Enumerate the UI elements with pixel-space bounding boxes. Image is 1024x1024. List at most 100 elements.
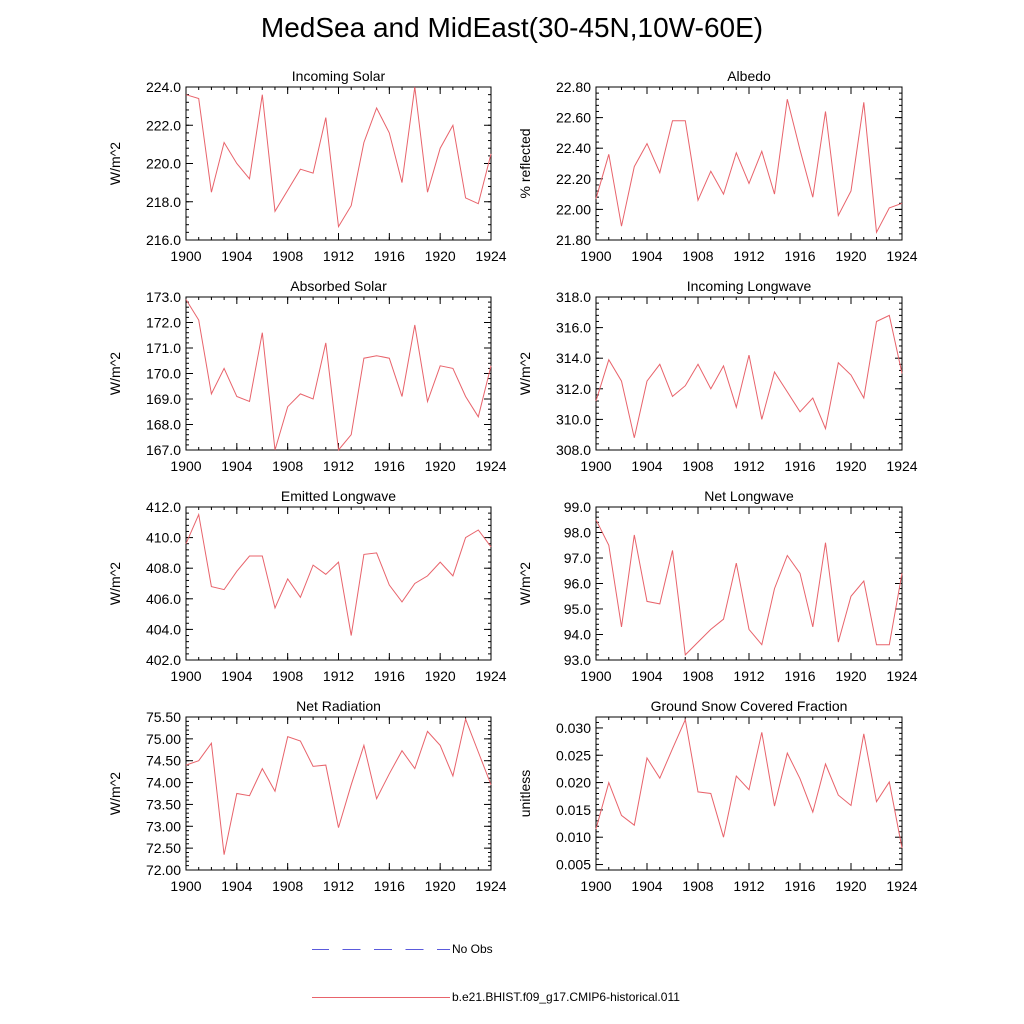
x-tick-label: 1912	[733, 668, 764, 684]
x-tick-label: 1920	[835, 878, 866, 894]
series-line	[185, 512, 492, 636]
panel-4: Incoming Longwave W/m^2 1900 1904 1908 1912 19…	[517, 278, 918, 474]
x-tick-label: 1904	[221, 248, 252, 264]
x-tick-label: 1916	[784, 878, 815, 894]
y-tick-label: 73.00	[146, 818, 181, 834]
x-tick-label: 1908	[682, 668, 713, 684]
plot-frame	[595, 86, 903, 241]
x-tick-label: 1924	[475, 878, 506, 894]
x-tick-label: 1900	[170, 248, 201, 264]
y-tick-label: 21.80	[556, 232, 591, 248]
series-line	[185, 717, 492, 855]
x-tick-label: 1916	[784, 668, 815, 684]
y-tick-label: 98.0	[564, 525, 591, 541]
y-axis-label: W/m^2	[107, 772, 123, 815]
plot-frame	[595, 506, 903, 661]
y-tick-label: 171.0	[146, 340, 181, 356]
x-tick-label: 1924	[886, 878, 917, 894]
x-tick-label: 1908	[682, 878, 713, 894]
y-tick-label: 0.025	[556, 747, 591, 763]
y-tick-label: 224.0	[146, 79, 181, 95]
x-tick-label: 1908	[272, 878, 303, 894]
y-tick-label: 0.005	[556, 857, 591, 873]
panel-title: Albedo	[727, 68, 771, 84]
y-tick-label: 218.0	[146, 194, 181, 210]
x-tick-label: 1924	[886, 668, 917, 684]
x-tick-label: 1900	[580, 248, 611, 264]
legend-label-obs: No Obs	[452, 942, 493, 956]
x-tick-label: 1920	[425, 878, 456, 894]
panel-title: Incoming Longwave	[687, 278, 812, 294]
y-tick-label: 168.0	[146, 417, 181, 433]
y-tick-label: 169.0	[146, 391, 181, 407]
y-tick-label: 406.0	[146, 591, 181, 607]
y-tick-label: 97.0	[564, 550, 591, 566]
y-axis-label: W/m^2	[107, 142, 123, 185]
x-tick-label: 1916	[374, 458, 405, 474]
page-title: MedSea and MidEast(30-45N,10W-60E)	[260, 12, 764, 43]
x-tick-label: 1916	[784, 248, 815, 264]
y-tick-label: 22.60	[556, 110, 591, 126]
y-tick-label: 96.0	[564, 576, 591, 592]
y-axis-label: W/m^2	[107, 562, 123, 605]
x-tick-label: 1920	[425, 248, 456, 264]
x-tick-label: 1904	[631, 248, 662, 264]
panel-6: Net Longwave W/m^2 1900 1904 1908 1912 1916 192…	[517, 488, 918, 684]
x-tick-label: 1920	[835, 668, 866, 684]
series-line	[185, 86, 492, 229]
x-tick-label: 1916	[374, 248, 405, 264]
y-tick-label: 312.0	[556, 381, 591, 397]
x-tick-label: 1908	[682, 458, 713, 474]
y-tick-label: 73.50	[146, 796, 181, 812]
series-line	[595, 314, 903, 438]
y-tick-label: 0.010	[556, 829, 591, 845]
x-tick-label: 1904	[221, 878, 252, 894]
y-tick-label: 22.80	[556, 79, 591, 95]
x-tick-label: 1912	[323, 878, 354, 894]
x-tick-label: 1912	[323, 668, 354, 684]
x-tick-label: 1904	[631, 458, 662, 474]
x-tick-label: 1900	[170, 668, 201, 684]
x-tick-label: 1900	[580, 668, 611, 684]
y-tick-label: 220.0	[146, 156, 181, 172]
x-tick-label: 1912	[733, 458, 764, 474]
x-tick-label: 1912	[323, 458, 354, 474]
legend-label-model: b.e21.BHIST.f09_g17.CMIP6-historical.011	[452, 990, 680, 1004]
legend-swatch-model	[312, 996, 450, 998]
y-tick-label: 308.0	[556, 442, 591, 458]
x-tick-label: 1924	[886, 248, 917, 264]
y-tick-label: 216.0	[146, 232, 181, 248]
y-axis-label: W/m^2	[107, 352, 123, 395]
y-tick-label: 402.0	[146, 652, 181, 668]
panel-7: Net Radiation W/m^2 1900 1904 1908 1912 1916 19…	[107, 698, 507, 894]
x-tick-label: 1916	[374, 668, 405, 684]
x-tick-label: 1912	[733, 878, 764, 894]
panel-title: Incoming Solar	[292, 68, 386, 84]
x-tick-label: 1920	[835, 458, 866, 474]
series-line	[595, 99, 903, 235]
x-tick-label: 1900	[170, 458, 201, 474]
plot-frame	[595, 716, 903, 871]
y-tick-label: 22.40	[556, 140, 591, 156]
x-tick-label: 1904	[221, 668, 252, 684]
y-tick-label: 314.0	[556, 350, 591, 366]
plot-frame	[185, 86, 492, 241]
x-tick-label: 1912	[323, 248, 354, 264]
x-tick-label: 1920	[425, 668, 456, 684]
x-tick-label: 1908	[272, 458, 303, 474]
x-tick-label: 1924	[886, 458, 917, 474]
x-tick-label: 1924	[475, 458, 506, 474]
panel-1: Incoming Solar W/m^2 1900 1904 1908 1912 1916 1…	[107, 68, 507, 264]
y-tick-label: 72.00	[146, 862, 181, 878]
legend-swatch-obs	[312, 948, 450, 950]
plot-frame	[185, 296, 492, 451]
x-tick-label: 1900	[580, 878, 611, 894]
series-line	[595, 717, 903, 849]
panel-3: Absorbed Solar W/m^2 1900 1904 1908 1912 1916 1…	[107, 278, 507, 474]
y-tick-label: 412.0	[146, 499, 181, 515]
y-tick-label: 22.00	[556, 201, 591, 217]
plot-frame	[185, 506, 492, 661]
y-tick-label: 222.0	[146, 117, 181, 133]
plot-frame	[185, 716, 492, 871]
legend-item-model: b.e21.BHIST.f09_g17.CMIP6-historical.011	[312, 990, 680, 1004]
